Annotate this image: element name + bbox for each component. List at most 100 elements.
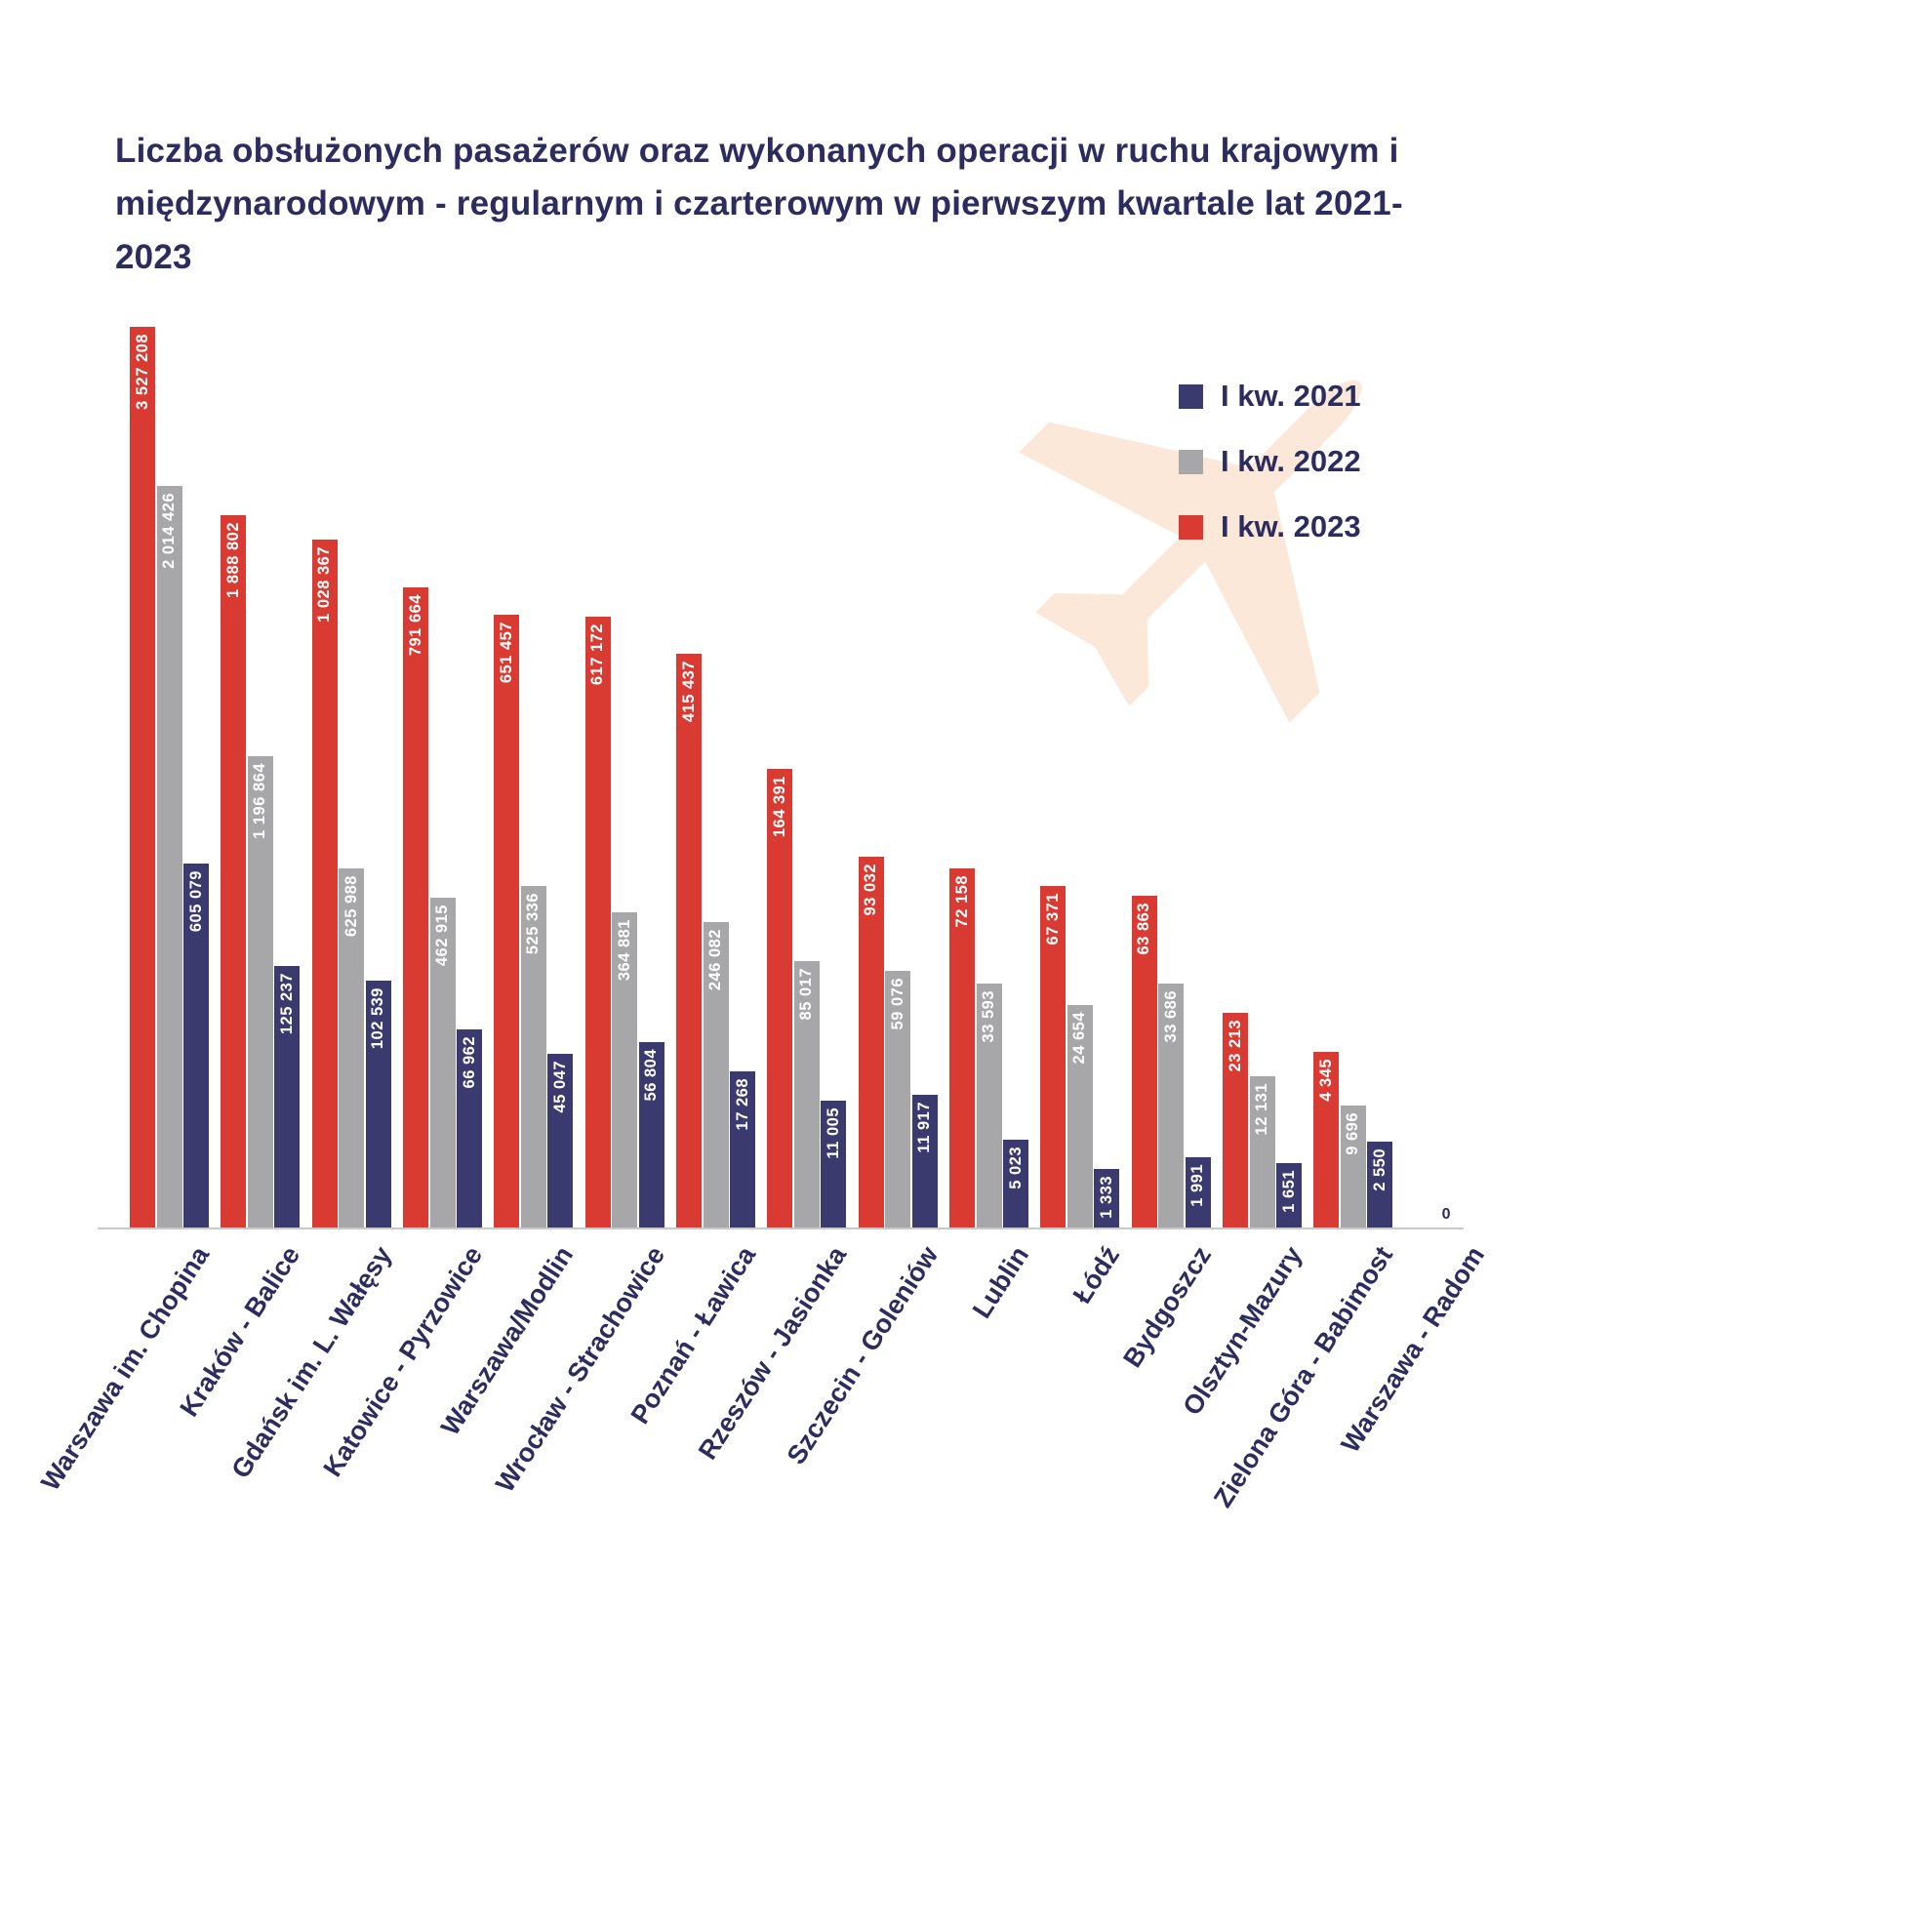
legend-item-2023: I kw. 2023 — [1179, 503, 1361, 550]
bar-value-label: 1 196 864 — [251, 763, 269, 839]
bar-value-label: 93 032 — [862, 864, 880, 916]
bar-value-label: 72 158 — [952, 875, 971, 928]
x-axis-label: Bydgoszcz — [1116, 1241, 1217, 1373]
bar: 11 005 — [821, 1101, 847, 1228]
bar-value-label: 56 804 — [642, 1049, 661, 1102]
bar: 364 881 — [612, 912, 638, 1228]
bar: 1 196 864 — [247, 756, 273, 1228]
x-axis-label: Zielona Góra - Babimost — [1208, 1241, 1399, 1513]
bar-value-label: 525 336 — [524, 893, 543, 955]
x-axis-label: Poznań - Ławica — [624, 1241, 762, 1429]
x-axis-label: Warszawa im. Chopina — [35, 1241, 216, 1496]
plot-area: 3 527 208 2 014 426 605 079 1 888 802 1 196 … — [98, 317, 1464, 1229]
bar-value-label: 24 654 — [1070, 1012, 1089, 1065]
bar: 72 158 — [949, 868, 975, 1228]
bar-value-label: 4 345 — [1316, 1059, 1335, 1102]
x-axis-label: Szczecin - Goleniów — [781, 1241, 944, 1470]
bar-value-label: 625 988 — [342, 875, 360, 938]
bar: 1 333 — [1094, 1169, 1120, 1228]
bar-value-label: 2 550 — [1370, 1148, 1389, 1191]
bar: 4 345 — [1313, 1052, 1340, 1228]
bar-value-label: 791 664 — [406, 594, 424, 657]
bar-value-label: 45 047 — [550, 1061, 569, 1113]
bar-value-label: 246 082 — [706, 929, 724, 991]
x-axis-label: Lublin — [966, 1241, 1035, 1324]
airplane-silhouette — [1019, 380, 1362, 723]
bar: 2 014 426 — [156, 486, 182, 1228]
legend-label-2021: I kw. 2021 — [1221, 379, 1361, 413]
bar-value-label: 63 863 — [1135, 903, 1153, 955]
bar: 56 804 — [638, 1042, 664, 1228]
bar-value-label: 617 172 — [588, 624, 607, 686]
bar: 1 028 367 — [311, 540, 338, 1228]
bar-value-label: 23 213 — [1226, 1020, 1244, 1072]
bar: 605 079 — [183, 864, 209, 1228]
bar: 24 654 — [1067, 1005, 1093, 1228]
bar-value-label: 1 028 367 — [315, 546, 334, 623]
bar-value-label: 11 005 — [824, 1107, 842, 1159]
x-axis-label: Olsztyn-Mazury — [1177, 1241, 1308, 1421]
bar-value-label: 164 391 — [770, 776, 788, 838]
bar: 12 131 — [1249, 1076, 1275, 1228]
x-axis-label: Warszawa/Modlin — [435, 1241, 580, 1441]
bar-value-label: 2 014 426 — [160, 493, 178, 569]
bar: 11 917 — [911, 1095, 938, 1228]
bar-value-label: 85 017 — [797, 968, 816, 1021]
bar: 462 915 — [429, 898, 456, 1228]
chart-title: Liczba obsłużonych pasażerów oraz wykona… — [115, 132, 1403, 276]
legend-swatch-2021-icon — [1179, 383, 1203, 409]
bar: 415 437 — [676, 654, 702, 1228]
legend-label-2023: I kw. 2023 — [1221, 509, 1361, 543]
bar: 625 988 — [339, 868, 365, 1228]
x-axis-label: Wrocław - Strachowice — [489, 1241, 670, 1498]
x-axis-label: Rzeszów - Jasionka — [693, 1241, 853, 1466]
bar: 164 391 — [767, 769, 793, 1228]
bar: 246 082 — [703, 922, 729, 1228]
bar-value-label: 462 915 — [433, 905, 451, 967]
bar: 651 457 — [494, 615, 520, 1228]
legend-item-2022: I kw. 2022 — [1179, 438, 1361, 485]
bar: 23 213 — [1223, 1013, 1248, 1228]
bar-value-label: 67 371 — [1043, 893, 1062, 946]
bar-value-label: 11 917 — [915, 1102, 934, 1153]
zero-value-label: 0 — [1441, 1206, 1451, 1223]
bar: 17 268 — [730, 1071, 755, 1228]
bar-value-label: 33 686 — [1161, 990, 1180, 1043]
bar-value-label: 1 991 — [1188, 1164, 1207, 1207]
bar-value-label: 3 527 208 — [133, 334, 151, 410]
bar: 3 527 208 — [130, 327, 155, 1228]
bar-value-label: 415 437 — [679, 661, 698, 723]
x-axis-label: Kraków - Balice — [174, 1241, 306, 1422]
bar-value-label: 5 023 — [1006, 1147, 1025, 1189]
bar-value-label: 1 888 802 — [223, 522, 242, 598]
x-axis-label: Gdańsk im. L. Wałęsy — [225, 1241, 397, 1484]
bar: 9 696 — [1340, 1106, 1366, 1228]
bar-value-label: 651 457 — [497, 622, 515, 684]
bar: 59 076 — [885, 971, 911, 1228]
bar: 5 023 — [1003, 1140, 1028, 1228]
bar-value-label: 1 333 — [1097, 1176, 1115, 1219]
bar: 1 888 802 — [221, 515, 247, 1228]
x-axis-label: Warszawa - Radom — [1335, 1241, 1490, 1458]
bar: 93 032 — [858, 857, 884, 1228]
bar: 85 017 — [793, 961, 820, 1228]
bar-value-label: 102 539 — [369, 987, 387, 1050]
legend-item-2021: I kw. 2021 — [1179, 373, 1361, 420]
bar: 1 991 — [1185, 1157, 1211, 1228]
bar: 45 047 — [547, 1054, 574, 1228]
bar: 102 539 — [365, 981, 391, 1228]
bar: 617 172 — [584, 617, 611, 1228]
legend-swatch-2023-icon — [1179, 514, 1203, 540]
bar: 525 336 — [520, 886, 546, 1228]
bar-value-label: 605 079 — [186, 870, 205, 933]
bar: 2 550 — [1367, 1142, 1393, 1228]
legend: I kw. 2021 I kw. 2022 I kw. 2023 — [1179, 373, 1361, 569]
bar-value-label: 59 076 — [888, 978, 906, 1030]
x-axis-label: Katowice - Pyrzowice — [317, 1241, 489, 1482]
bar: 33 686 — [1158, 984, 1185, 1228]
bar-value-label: 17 268 — [733, 1078, 751, 1131]
bar-value-label: 1 651 — [1279, 1170, 1298, 1213]
bar: 66 962 — [457, 1029, 482, 1228]
bar-value-label: 9 696 — [1344, 1112, 1362, 1155]
